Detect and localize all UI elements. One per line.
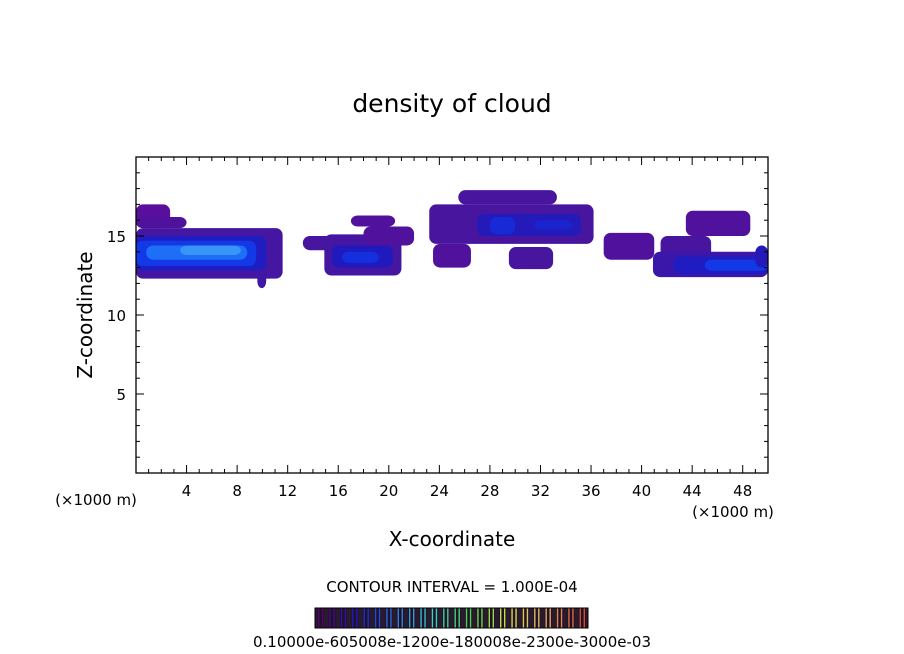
- y-axis-ticks: 5 10 15: [107, 228, 768, 404]
- x-tick-label: 16: [329, 482, 348, 500]
- colorbar-swatch: [328, 609, 336, 627]
- x-tick-label: 20: [379, 482, 398, 500]
- density-cell-19: [489, 217, 516, 235]
- chart-title: density of cloud: [352, 89, 551, 118]
- density-cell-15: [458, 190, 557, 205]
- colorbar-swatch: [578, 609, 586, 627]
- colorbar-swatch: [556, 609, 564, 627]
- colorbar-swatch: [339, 609, 347, 627]
- density-cell-13: [350, 215, 396, 227]
- colorbar-swatch: [419, 609, 427, 627]
- x-unit-left: (×1000 m): [55, 491, 137, 509]
- x-unit-right: (×1000 m): [692, 503, 774, 521]
- colorbar-swatch: [317, 609, 325, 627]
- colorbar-swatch: [476, 609, 484, 627]
- colorbar-swatch: [385, 609, 393, 627]
- x-tick-label: 8: [232, 482, 242, 500]
- colorbar-swatch: [442, 609, 450, 627]
- colorbar-swatch: [396, 609, 404, 627]
- x-tick-label: 44: [683, 482, 702, 500]
- density-cell-17: [508, 247, 554, 270]
- colorbar-swatch: [499, 609, 507, 627]
- colorbar-swatch: [351, 609, 359, 627]
- density-cell-26: [704, 259, 768, 271]
- colorbar-background: [315, 608, 588, 628]
- colorbar-swatch: [465, 609, 473, 627]
- density-cell-20: [534, 220, 573, 230]
- colorbar-swatch: [544, 609, 552, 627]
- density-cell-21: [603, 232, 655, 260]
- colorbar-swatch: [374, 609, 382, 627]
- colorbar-swatch: [533, 609, 541, 627]
- colorbar-swatch: [510, 609, 518, 627]
- density-cell-16: [433, 243, 471, 268]
- heatmap-field: [136, 190, 768, 289]
- x-tick-label: 24: [430, 482, 449, 500]
- density-cell-27: [755, 245, 768, 268]
- x-tick-label: 48: [733, 482, 752, 500]
- colorbar-swatch: [408, 609, 416, 627]
- minor-ticks: [136, 157, 768, 473]
- density-cell-7: [257, 269, 267, 289]
- density-cell-12: [363, 226, 415, 246]
- colorbar-swatch: [430, 609, 438, 627]
- x-tick-label: 40: [632, 482, 651, 500]
- x-tick-label: 4: [182, 482, 192, 500]
- colorbar-frame: [314, 607, 589, 629]
- density-cell-1: [136, 217, 187, 229]
- x-tick-label: 32: [531, 482, 550, 500]
- x-tick-label: 12: [278, 482, 297, 500]
- density-cell-11: [342, 251, 379, 263]
- y-axis-label: Z-coordinate: [73, 251, 97, 378]
- colorbar-swatch: [567, 609, 575, 627]
- y-tick-label: 15: [107, 228, 126, 246]
- x-axis-ticks: 4 8 12 16 20 24 28 32 36 40 44 48: [182, 157, 752, 500]
- density-cell-6: [180, 245, 241, 255]
- colorbar-swatch: [487, 609, 495, 627]
- colorbar: [314, 607, 589, 629]
- contour-interval-text: CONTOUR INTERVAL = 1.000E-04: [326, 578, 577, 596]
- x-tick-label: 36: [581, 482, 600, 500]
- x-axis-label: X-coordinate: [389, 527, 516, 551]
- colorbar-swatch: [362, 609, 370, 627]
- colorbar-swatch: [453, 609, 461, 627]
- colorbar-swatch: [521, 609, 529, 627]
- colorbar-labels: 0.10000e-605008e-1200e-180008e-2300e-300…: [253, 633, 651, 651]
- density-cell-23: [685, 210, 751, 236]
- y-tick-label: 10: [107, 307, 126, 325]
- x-tick-label: 28: [480, 482, 499, 500]
- y-tick-label: 5: [116, 386, 126, 404]
